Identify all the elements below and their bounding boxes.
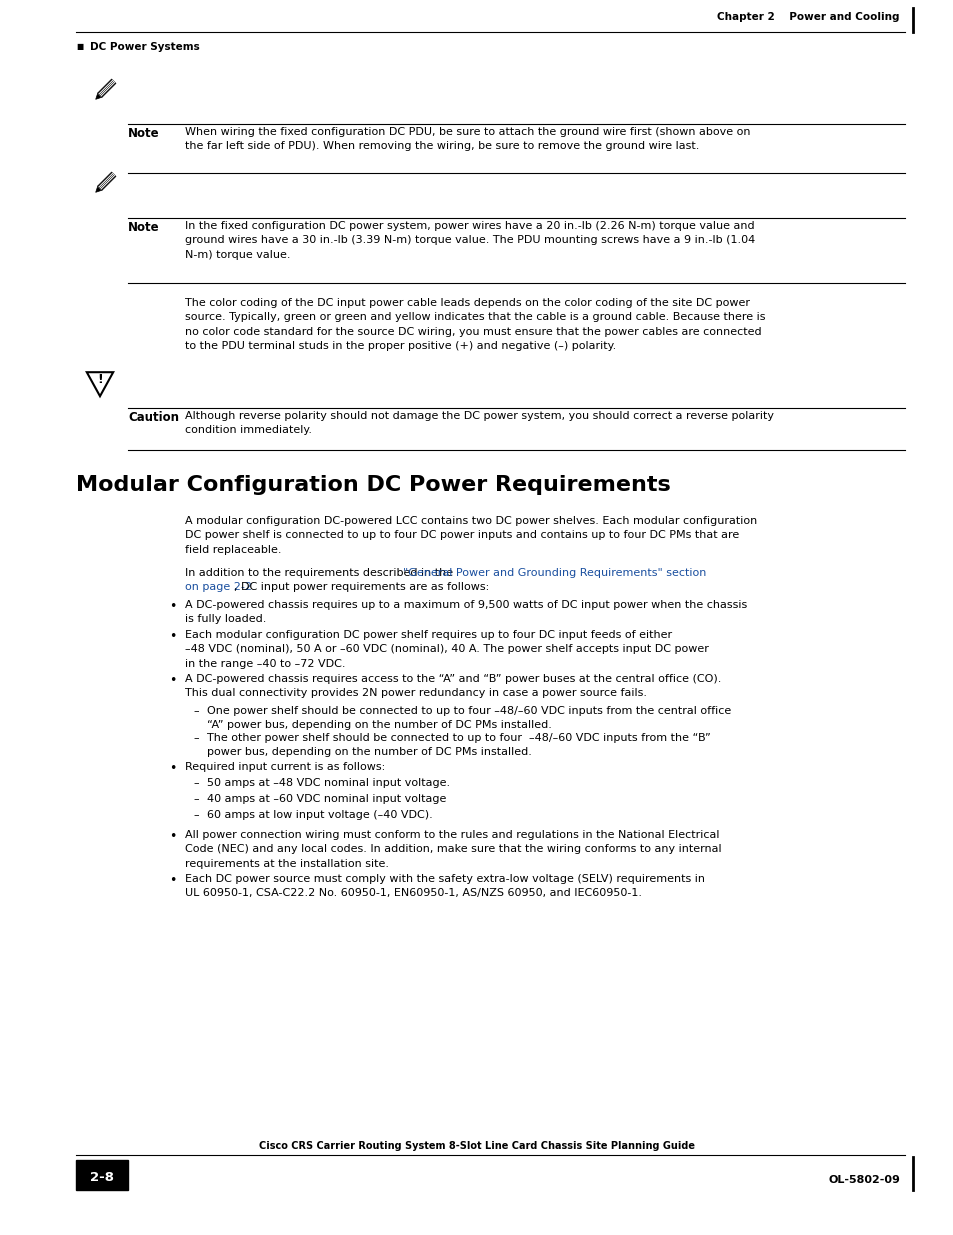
Text: •: • (169, 630, 176, 643)
Text: •: • (169, 600, 176, 613)
Text: Required input current is as follows:: Required input current is as follows: (185, 762, 385, 772)
Text: The color coding of the DC input power cable leads depends on the color coding o: The color coding of the DC input power c… (185, 298, 764, 351)
Text: •: • (169, 762, 176, 776)
Text: 2-8: 2-8 (90, 1171, 113, 1184)
Text: 40 amps at –60 VDC nominal input voltage: 40 amps at –60 VDC nominal input voltage (207, 794, 446, 804)
Text: The other power shelf should be connected to up to four  –48/–60 VDC inputs from: The other power shelf should be connecte… (207, 734, 710, 757)
Text: "General Power and Grounding Requirements" section: "General Power and Grounding Requirement… (402, 568, 705, 578)
Text: –: – (193, 734, 198, 743)
Text: A DC-powered chassis requires access to the “A” and “B” power buses at the centr: A DC-powered chassis requires access to … (185, 674, 720, 699)
Text: –: – (193, 778, 198, 788)
Text: Note: Note (128, 221, 159, 233)
Text: Note: Note (128, 127, 159, 140)
Text: –: – (193, 810, 198, 820)
Text: on page 2-2: on page 2-2 (185, 582, 252, 592)
Text: In the fixed configuration DC power system, power wires have a 20 in.-lb (2.26 N: In the fixed configuration DC power syst… (185, 221, 755, 259)
Text: In addition to the requirements described in the: In addition to the requirements describe… (185, 568, 456, 578)
Text: When wiring the fixed configuration DC PDU, be sure to attach the ground wire fi: When wiring the fixed configuration DC P… (185, 127, 750, 152)
Text: A modular configuration DC-powered LCC contains two DC power shelves. Each modul: A modular configuration DC-powered LCC c… (185, 516, 757, 555)
Polygon shape (98, 79, 116, 98)
Text: Caution: Caution (128, 411, 179, 424)
Text: Cisco CRS Carrier Routing System 8-Slot Line Card Chassis Site Planning Guide: Cisco CRS Carrier Routing System 8-Slot … (258, 1141, 695, 1151)
Text: Each modular configuration DC power shelf requires up to four DC input feeds of : Each modular configuration DC power shel… (185, 630, 708, 669)
Polygon shape (95, 185, 102, 193)
Text: , DC input power requirements are as follows:: , DC input power requirements are as fol… (233, 582, 489, 592)
FancyBboxPatch shape (76, 1160, 128, 1191)
Text: Each DC power source must comply with the safety extra-low voltage (SELV) requir: Each DC power source must comply with th… (185, 874, 704, 898)
Text: Chapter 2    Power and Cooling: Chapter 2 Power and Cooling (717, 12, 899, 22)
Text: –: – (193, 794, 198, 804)
Text: !: ! (97, 373, 103, 385)
Text: –: – (193, 706, 198, 716)
Text: Although reverse polarity should not damage the DC power system, you should corr: Although reverse polarity should not dam… (185, 411, 773, 436)
Polygon shape (95, 93, 102, 99)
Text: Modular Configuration DC Power Requirements: Modular Configuration DC Power Requireme… (76, 475, 670, 495)
Text: All power connection wiring must conform to the rules and regulations in the Nat: All power connection wiring must conform… (185, 830, 720, 868)
Text: ■: ■ (76, 42, 83, 51)
Text: 50 amps at –48 VDC nominal input voltage.: 50 amps at –48 VDC nominal input voltage… (207, 778, 450, 788)
Text: 60 amps at low input voltage (–40 VDC).: 60 amps at low input voltage (–40 VDC). (207, 810, 433, 820)
Text: OL-5802-09: OL-5802-09 (827, 1174, 899, 1186)
Text: DC Power Systems: DC Power Systems (90, 42, 199, 52)
Polygon shape (98, 172, 116, 190)
Text: •: • (169, 874, 176, 887)
Text: •: • (169, 830, 176, 844)
Text: One power shelf should be connected to up to four –48/–60 VDC inputs from the ce: One power shelf should be connected to u… (207, 706, 731, 730)
Text: A DC-powered chassis requires up to a maximum of 9,500 watts of DC input power w: A DC-powered chassis requires up to a ma… (185, 600, 746, 625)
Text: •: • (169, 674, 176, 687)
